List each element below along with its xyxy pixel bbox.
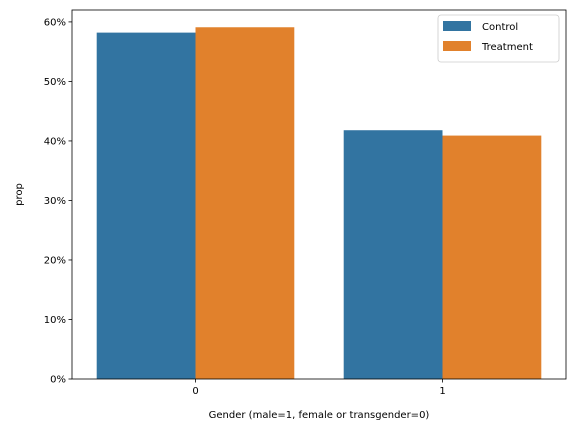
y-tick-label: 30% [44,196,66,207]
x-tick-label: 1 [439,386,445,397]
y-tick-label: 20% [44,255,66,266]
bar-treatment-1 [442,135,542,379]
bar-control-1 [343,130,443,379]
bars-layer [96,27,542,380]
legend-swatch-control [443,21,471,31]
bar-control-0 [96,32,196,380]
y-tick-label: 50% [44,77,66,88]
x-tick-label: 0 [192,386,198,397]
y-axis-ticks: 0% 10% 20% 30% 40% 50% 60% [44,17,72,386]
y-tick-label: 0% [50,375,66,386]
legend-swatch-treatment [443,41,471,51]
legend-label-treatment: Treatment [481,42,533,53]
bar-treatment-0 [195,27,295,380]
y-tick-label: 60% [44,17,66,28]
legend: Control Treatment [437,14,560,63]
axes-layer [71,9,567,380]
y-axis-label: prop [14,183,25,206]
legend-label-control: Control [482,22,518,33]
y-tick-label: 10% [44,315,66,326]
x-axis-label: Gender (male=1, female or transgender=0) [209,410,430,421]
plot-frame [71,9,567,380]
y-tick-label: 40% [44,136,66,147]
